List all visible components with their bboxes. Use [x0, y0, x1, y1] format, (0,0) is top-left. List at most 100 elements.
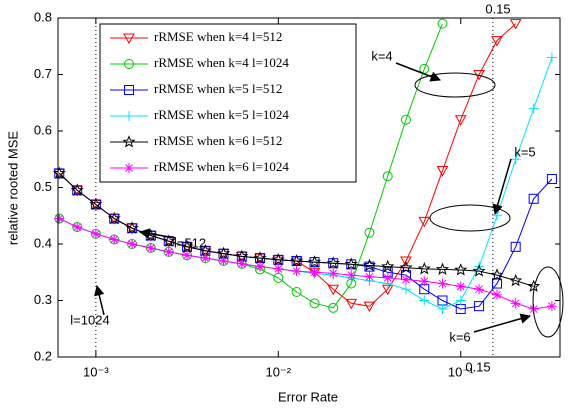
marker	[364, 261, 375, 272]
y-tick-label: 0.3	[34, 292, 52, 307]
marker	[291, 287, 302, 298]
marker	[454, 263, 468, 276]
legend-item: rRMSE when k=5 l=1024	[110, 107, 289, 122]
legend-box	[99, 23, 357, 183]
marker	[145, 242, 156, 253]
marker	[510, 154, 521, 165]
marker	[399, 260, 413, 274]
legend-marker	[124, 111, 134, 121]
y-tick-label: 0.4	[34, 235, 52, 250]
annotation: k=6	[449, 329, 470, 344]
marker	[510, 241, 521, 252]
annotation-ellipse	[532, 266, 564, 338]
legend-label: rRMSE when k=5 l=1024	[154, 107, 289, 122]
annotation-ellipse	[429, 204, 511, 232]
annotation-ellipse	[414, 72, 496, 98]
marker	[419, 295, 430, 306]
annotation: k=5	[514, 144, 535, 159]
marker	[253, 251, 267, 264]
annotation: k=4	[371, 48, 392, 63]
marker	[546, 301, 557, 312]
legend-item: rRMSE when k=4 l=1024	[110, 55, 289, 70]
marker	[455, 295, 466, 306]
legend-label: rRMSE when k=6 l=512	[154, 133, 282, 148]
legend-label: rRMSE when k=5 l=512	[154, 81, 282, 96]
x-tick-label: 10⁻³	[83, 364, 109, 379]
series	[54, 213, 557, 314]
marker	[491, 210, 502, 221]
marker	[328, 302, 339, 313]
x-axis-label: Error Rate	[278, 389, 338, 404]
marker	[381, 259, 395, 273]
marker	[308, 255, 322, 268]
marker	[70, 183, 84, 196]
marker	[418, 216, 431, 228]
marker	[417, 262, 431, 275]
marker	[491, 278, 502, 289]
marker	[109, 234, 120, 245]
marker	[90, 228, 101, 239]
line	[59, 218, 552, 310]
marker	[326, 256, 340, 269]
marker	[182, 250, 193, 261]
marker	[490, 268, 504, 281]
legend-item: rRMSE when k=6 l=512	[110, 133, 282, 148]
marker	[364, 227, 375, 238]
marker	[491, 289, 502, 300]
marker	[362, 258, 376, 271]
legend-marker	[123, 33, 135, 45]
reference-label: 0.15	[465, 359, 490, 374]
marker	[107, 211, 121, 225]
marker	[472, 264, 486, 277]
marker	[345, 298, 358, 310]
legend-marker	[122, 135, 136, 148]
marker	[400, 284, 411, 295]
y-tick-label: 0.5	[34, 179, 52, 194]
marker	[546, 174, 557, 185]
marker	[127, 239, 138, 249]
marker	[328, 268, 339, 279]
marker	[271, 252, 285, 266]
annotation: l=512	[174, 235, 206, 250]
marker	[474, 301, 485, 312]
marker	[400, 114, 411, 125]
marker	[382, 272, 393, 283]
legend-item: rRMSE when k=4 l=512	[110, 29, 282, 45]
marker	[125, 221, 139, 234]
marker	[437, 18, 448, 29]
marker	[309, 267, 320, 278]
marker	[528, 103, 539, 114]
x-tick-label: 10⁻²	[265, 364, 291, 379]
marker	[509, 273, 523, 287]
annotation-arrow	[492, 158, 512, 216]
annotation-arrow	[395, 62, 441, 82]
marker	[419, 276, 430, 287]
marker	[382, 171, 393, 182]
legend-item: rRMSE when k=5 l=512	[110, 81, 282, 96]
line	[58, 173, 534, 287]
marker	[309, 298, 320, 309]
marker	[255, 261, 266, 272]
annotation-arrow	[138, 228, 177, 239]
marker	[546, 52, 557, 63]
marker	[435, 262, 449, 276]
marker	[455, 281, 466, 292]
y-axis-label: relative rooted MSE	[5, 131, 20, 245]
marker	[327, 284, 340, 296]
marker	[436, 166, 449, 177]
marker	[400, 256, 412, 267]
marker	[163, 246, 174, 257]
legend-marker	[124, 59, 134, 69]
marker	[474, 284, 485, 295]
marker	[400, 274, 411, 285]
legend-marker	[124, 85, 134, 95]
marker	[52, 166, 66, 179]
marker	[273, 263, 284, 274]
marker	[218, 255, 229, 266]
annotation-arrow	[473, 313, 532, 333]
marker	[290, 254, 304, 267]
marker	[363, 301, 376, 313]
marker	[528, 193, 539, 204]
y-tick-label: 0.8	[34, 9, 52, 24]
